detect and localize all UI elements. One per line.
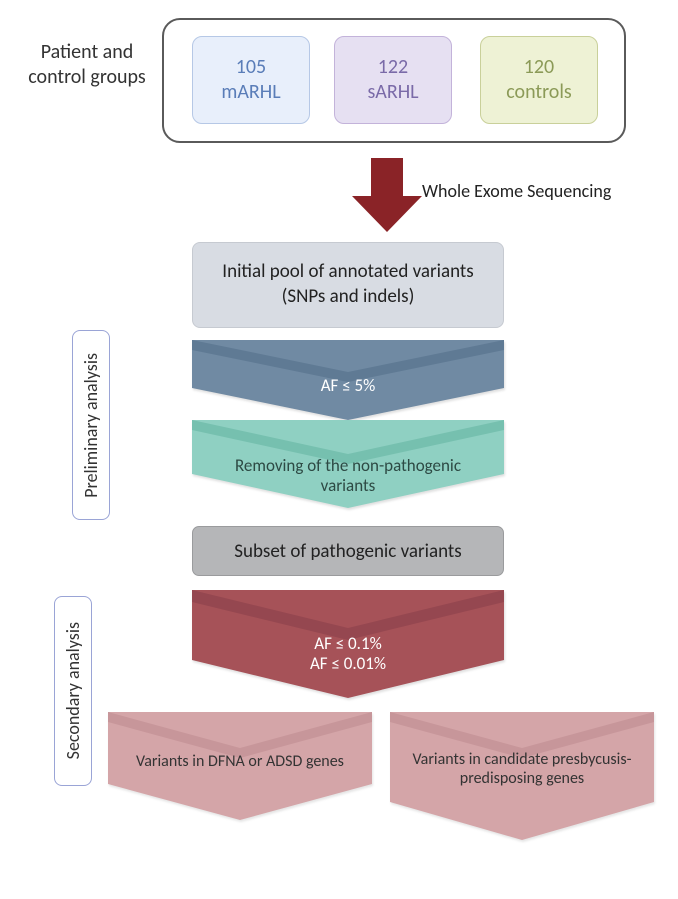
group-card-controls: 120 controls xyxy=(480,36,598,124)
chevron-af-text: AF ≤ 5% xyxy=(321,375,376,396)
group-card-1-line1: 105 xyxy=(221,55,280,80)
group-card-1-line2: mARHL xyxy=(221,80,280,105)
chevron-af2-line1: AF ≤ 0.1% xyxy=(192,634,504,654)
side-tab-secondary-text: Secondary analysis xyxy=(62,622,84,759)
chevron-candidate-genes: Variants in candidate presbycusis-predis… xyxy=(390,712,654,840)
wes-label-text: Whole Exome Sequencing xyxy=(422,180,611,202)
chevron-right-text: Variants in candidate presbycusis-predis… xyxy=(412,750,631,788)
group-card-3-line2: controls xyxy=(506,80,571,105)
subset-box-text: Subset of pathogenic variants xyxy=(234,540,461,563)
chevron-remove-nonpath: Removing of the non-pathogenic variants xyxy=(192,420,504,508)
wes-arrow xyxy=(352,158,430,236)
group-card-2-line2: sARHL xyxy=(367,80,418,105)
group-card-2-line1: 122 xyxy=(367,55,418,80)
chevron-af2-line2: AF ≤ 0.01% xyxy=(192,654,504,674)
wes-label: Whole Exome Sequencing xyxy=(422,180,652,202)
initial-pool-box: Initial pool of annotated variants (SNPs… xyxy=(192,242,504,328)
groups-label: Patient and control groups xyxy=(22,40,152,90)
side-tab-secondary: Secondary analysis xyxy=(54,596,92,786)
initial-pool-text: Initial pool of annotated variants (SNPs… xyxy=(222,260,473,309)
chevron-af-secondary: AF ≤ 0.1% AF ≤ 0.01% xyxy=(192,590,504,698)
group-card-3-line1: 120 xyxy=(506,55,571,80)
group-card-sarhl: 122 sARHL xyxy=(334,36,452,124)
chevron-left-text: Variants in DFNA or ADSD genes xyxy=(136,752,344,771)
subset-box: Subset of pathogenic variants xyxy=(192,526,504,576)
chevron-dfna-adsd: Variants in DFNA or ADSD genes xyxy=(108,712,372,820)
side-tab-preliminary-text: Preliminary analysis xyxy=(80,353,102,498)
side-tab-preliminary: Preliminary analysis xyxy=(72,330,110,520)
group-card-marhl: 105 mARHL xyxy=(192,36,310,124)
chevron-remove-text: Removing of the non-pathogenic variants xyxy=(235,455,461,496)
chevron-af: AF ≤ 5% xyxy=(192,340,504,420)
groups-label-text: Patient and control groups xyxy=(28,40,146,89)
